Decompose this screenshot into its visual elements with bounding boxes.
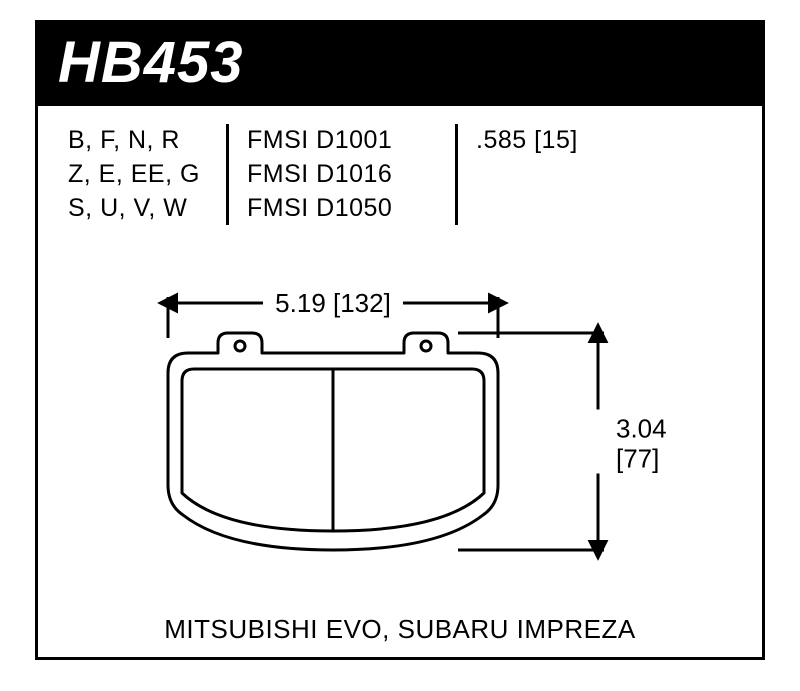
- compound-codes: B, F, N, R Z, E, EE, G S, U, V, W: [68, 124, 218, 225]
- svg-text:3.04: 3.04: [616, 414, 667, 444]
- fmsi-codes: FMSI D1001 FMSI D1016 FMSI D1050: [247, 124, 447, 225]
- fmsi-line: FMSI D1001: [247, 124, 447, 158]
- spec-frame: HB453 B, F, N, R Z, E, EE, G S, U, V, W …: [35, 20, 765, 660]
- svg-text:5.19 [132]: 5.19 [132]: [275, 288, 391, 318]
- spec-row: B, F, N, R Z, E, EE, G S, U, V, W FMSI D…: [38, 106, 762, 243]
- thickness-spec: .585 [15]: [476, 124, 578, 158]
- fmsi-line: FMSI D1050: [247, 192, 447, 226]
- diagram-area: 5.19 [132] 3.04[77]: [38, 243, 762, 663]
- codes-line: B, F, N, R: [68, 124, 218, 158]
- codes-line: Z, E, EE, G: [68, 158, 218, 192]
- divider: [455, 124, 458, 225]
- brake-pad-diagram: 5.19 [132] 3.04[77]: [38, 243, 768, 623]
- svg-text:[77]: [77]: [616, 444, 659, 474]
- fmsi-line: FMSI D1016: [247, 158, 447, 192]
- header-bar: HB453: [38, 23, 762, 106]
- part-number: HB453: [58, 30, 244, 95]
- divider: [226, 124, 229, 225]
- codes-line: S, U, V, W: [68, 192, 218, 226]
- applications: MITSUBISHI EVO, SUBARU IMPREZA: [38, 614, 762, 645]
- thickness-value: .585 [15]: [476, 124, 578, 158]
